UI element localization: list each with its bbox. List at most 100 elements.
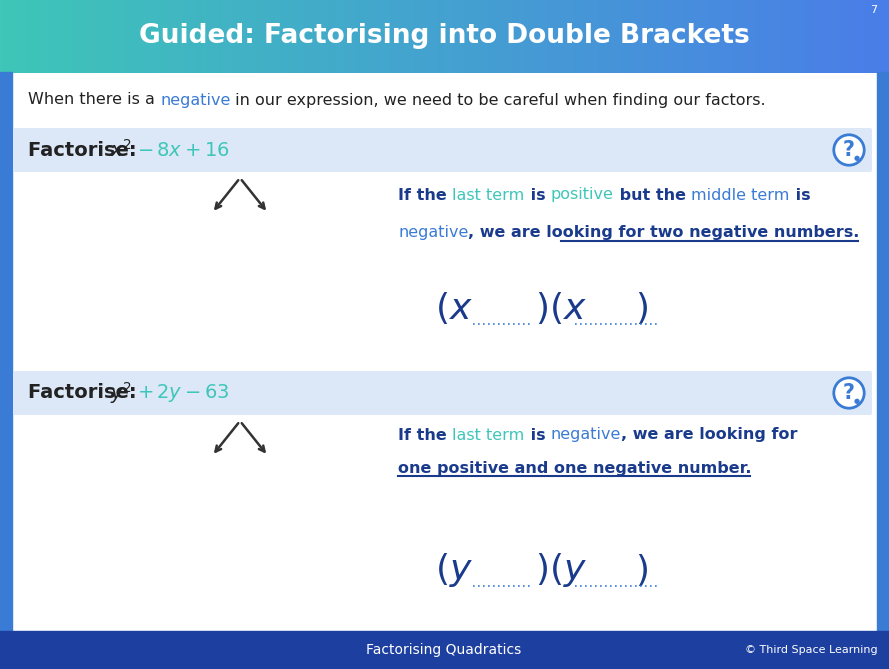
Bar bbox=[228, 0, 232, 72]
Bar bbox=[812, 0, 816, 72]
Bar bbox=[356, 0, 359, 72]
Bar bbox=[335, 0, 339, 72]
Bar bbox=[169, 0, 172, 72]
Bar bbox=[877, 72, 889, 631]
Bar bbox=[326, 0, 330, 72]
Bar bbox=[815, 0, 819, 72]
Bar bbox=[267, 0, 270, 72]
Bar bbox=[847, 0, 852, 72]
Bar bbox=[693, 0, 697, 72]
Bar bbox=[492, 0, 496, 72]
Bar bbox=[196, 0, 199, 72]
Text: Guided: Factorising into Double Brackets: Guided: Factorising into Double Brackets bbox=[139, 23, 749, 49]
Bar bbox=[685, 0, 688, 72]
Bar bbox=[838, 0, 843, 72]
Bar bbox=[131, 0, 134, 72]
Bar bbox=[92, 0, 96, 72]
Bar bbox=[498, 0, 501, 72]
Bar bbox=[397, 0, 401, 72]
Bar bbox=[702, 0, 706, 72]
Bar bbox=[447, 0, 452, 72]
Bar bbox=[198, 0, 203, 72]
Bar bbox=[572, 0, 576, 72]
Bar bbox=[246, 0, 250, 72]
Text: 7: 7 bbox=[870, 5, 877, 15]
Bar bbox=[622, 0, 626, 72]
Bar bbox=[560, 0, 564, 72]
Bar bbox=[620, 0, 623, 72]
Bar bbox=[65, 0, 69, 72]
Bar bbox=[56, 0, 60, 72]
Text: in our expression, we need to be careful when finding our factors.: in our expression, we need to be careful… bbox=[230, 92, 766, 108]
Text: middle term: middle term bbox=[692, 187, 789, 203]
Bar bbox=[127, 0, 132, 72]
Bar bbox=[258, 0, 261, 72]
Bar bbox=[77, 0, 81, 72]
Text: $)$: $)$ bbox=[635, 290, 648, 326]
Bar bbox=[427, 0, 430, 72]
Bar bbox=[133, 0, 137, 72]
Bar bbox=[735, 0, 739, 72]
Bar bbox=[180, 0, 185, 72]
Bar bbox=[589, 0, 594, 72]
Bar bbox=[20, 0, 25, 72]
Bar bbox=[0, 72, 12, 631]
Bar bbox=[717, 0, 721, 72]
Bar bbox=[296, 0, 300, 72]
Bar bbox=[340, 0, 345, 72]
Bar bbox=[664, 0, 668, 72]
Bar bbox=[424, 0, 428, 72]
Bar bbox=[314, 0, 318, 72]
Bar bbox=[824, 0, 828, 72]
Bar bbox=[658, 0, 661, 72]
Bar bbox=[833, 0, 837, 72]
Bar bbox=[332, 0, 336, 72]
Bar bbox=[673, 0, 677, 72]
Text: $(y$: $(y$ bbox=[435, 551, 473, 589]
Bar bbox=[749, 0, 754, 72]
Bar bbox=[264, 0, 268, 72]
Bar bbox=[469, 0, 472, 72]
Bar bbox=[509, 0, 514, 72]
Bar bbox=[400, 0, 404, 72]
Bar bbox=[373, 0, 377, 72]
Bar bbox=[453, 0, 457, 72]
Bar bbox=[758, 0, 763, 72]
Bar bbox=[444, 0, 448, 72]
Bar bbox=[113, 0, 116, 72]
Bar bbox=[24, 0, 28, 72]
Bar bbox=[438, 0, 443, 72]
Text: positive: positive bbox=[551, 187, 613, 203]
Bar bbox=[687, 0, 692, 72]
Bar bbox=[646, 0, 650, 72]
Bar bbox=[631, 0, 635, 72]
Text: negative: negative bbox=[160, 92, 230, 108]
Bar bbox=[282, 0, 285, 72]
Bar bbox=[213, 0, 217, 72]
Text: $-\,8x + 16$: $-\,8x + 16$ bbox=[137, 140, 230, 159]
Bar bbox=[877, 0, 881, 72]
Bar bbox=[776, 0, 781, 72]
Text: , we are looking for: , we are looking for bbox=[621, 427, 797, 442]
Bar bbox=[9, 0, 12, 72]
Bar bbox=[551, 0, 555, 72]
Bar bbox=[166, 0, 170, 72]
Bar bbox=[300, 0, 303, 72]
FancyBboxPatch shape bbox=[13, 128, 872, 172]
Bar bbox=[284, 0, 288, 72]
Bar bbox=[433, 0, 436, 72]
Bar bbox=[231, 0, 235, 72]
Bar bbox=[89, 0, 92, 72]
Bar bbox=[118, 0, 123, 72]
Bar bbox=[773, 0, 777, 72]
Bar bbox=[62, 0, 66, 72]
Text: When there is a: When there is a bbox=[28, 92, 160, 108]
Text: If the: If the bbox=[398, 187, 453, 203]
Bar bbox=[249, 0, 252, 72]
Bar bbox=[385, 0, 389, 72]
Bar bbox=[598, 0, 603, 72]
Bar bbox=[862, 0, 866, 72]
Bar bbox=[380, 0, 383, 72]
Bar bbox=[104, 0, 108, 72]
Bar bbox=[569, 0, 573, 72]
